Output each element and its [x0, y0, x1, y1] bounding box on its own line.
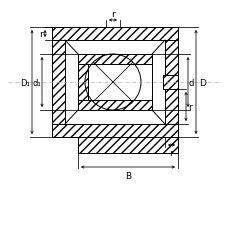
Polygon shape [52, 41, 65, 124]
Polygon shape [162, 76, 177, 90]
Text: B: B [124, 171, 131, 180]
Text: d₁: d₁ [32, 78, 41, 87]
Text: D: D [198, 78, 205, 87]
Text: r: r [169, 148, 173, 157]
Polygon shape [78, 65, 88, 101]
Polygon shape [164, 90, 177, 124]
Polygon shape [52, 124, 177, 137]
Polygon shape [78, 55, 151, 65]
Text: r: r [111, 10, 114, 19]
Polygon shape [52, 28, 177, 41]
Polygon shape [78, 101, 151, 111]
Polygon shape [78, 137, 177, 153]
Text: d: d [188, 78, 194, 87]
Text: r: r [39, 30, 43, 39]
Text: r: r [187, 103, 191, 112]
Polygon shape [164, 41, 177, 76]
Text: D₁: D₁ [20, 78, 30, 87]
